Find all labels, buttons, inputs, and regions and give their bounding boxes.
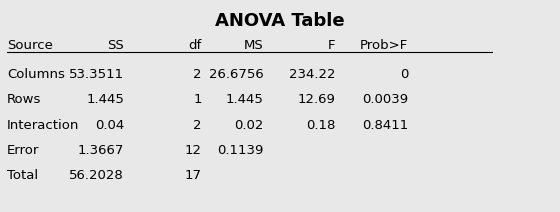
Text: 17: 17	[185, 169, 202, 182]
Text: 1.445: 1.445	[226, 93, 263, 106]
Text: 0.8411: 0.8411	[362, 119, 408, 132]
Text: 26.6756: 26.6756	[208, 68, 263, 81]
Text: Error: Error	[7, 144, 39, 157]
Text: 0.1139: 0.1139	[217, 144, 263, 157]
Text: ANOVA Table: ANOVA Table	[215, 12, 345, 30]
Text: 12: 12	[185, 144, 202, 157]
Text: Interaction: Interaction	[7, 119, 80, 132]
Text: 2: 2	[194, 119, 202, 132]
Text: 56.2028: 56.2028	[69, 169, 124, 182]
Text: Total: Total	[7, 169, 38, 182]
Text: 2: 2	[194, 68, 202, 81]
Text: 12.69: 12.69	[298, 93, 336, 106]
Text: 53.3511: 53.3511	[69, 68, 124, 81]
Text: SS: SS	[107, 39, 124, 52]
Text: F: F	[328, 39, 336, 52]
Text: df: df	[189, 39, 202, 52]
Text: 1.445: 1.445	[86, 93, 124, 106]
Text: 1: 1	[194, 93, 202, 106]
Text: Columns: Columns	[7, 68, 65, 81]
Text: Source: Source	[7, 39, 53, 52]
Text: 0.02: 0.02	[234, 119, 263, 132]
Text: 1.3667: 1.3667	[78, 144, 124, 157]
Text: Prob>F: Prob>F	[360, 39, 408, 52]
Text: 0: 0	[400, 68, 408, 81]
Text: 0.04: 0.04	[95, 119, 124, 132]
Text: MS: MS	[244, 39, 263, 52]
Text: 0.0039: 0.0039	[362, 93, 408, 106]
Text: 234.22: 234.22	[289, 68, 336, 81]
Text: 0.18: 0.18	[306, 119, 336, 132]
Text: Rows: Rows	[7, 93, 41, 106]
